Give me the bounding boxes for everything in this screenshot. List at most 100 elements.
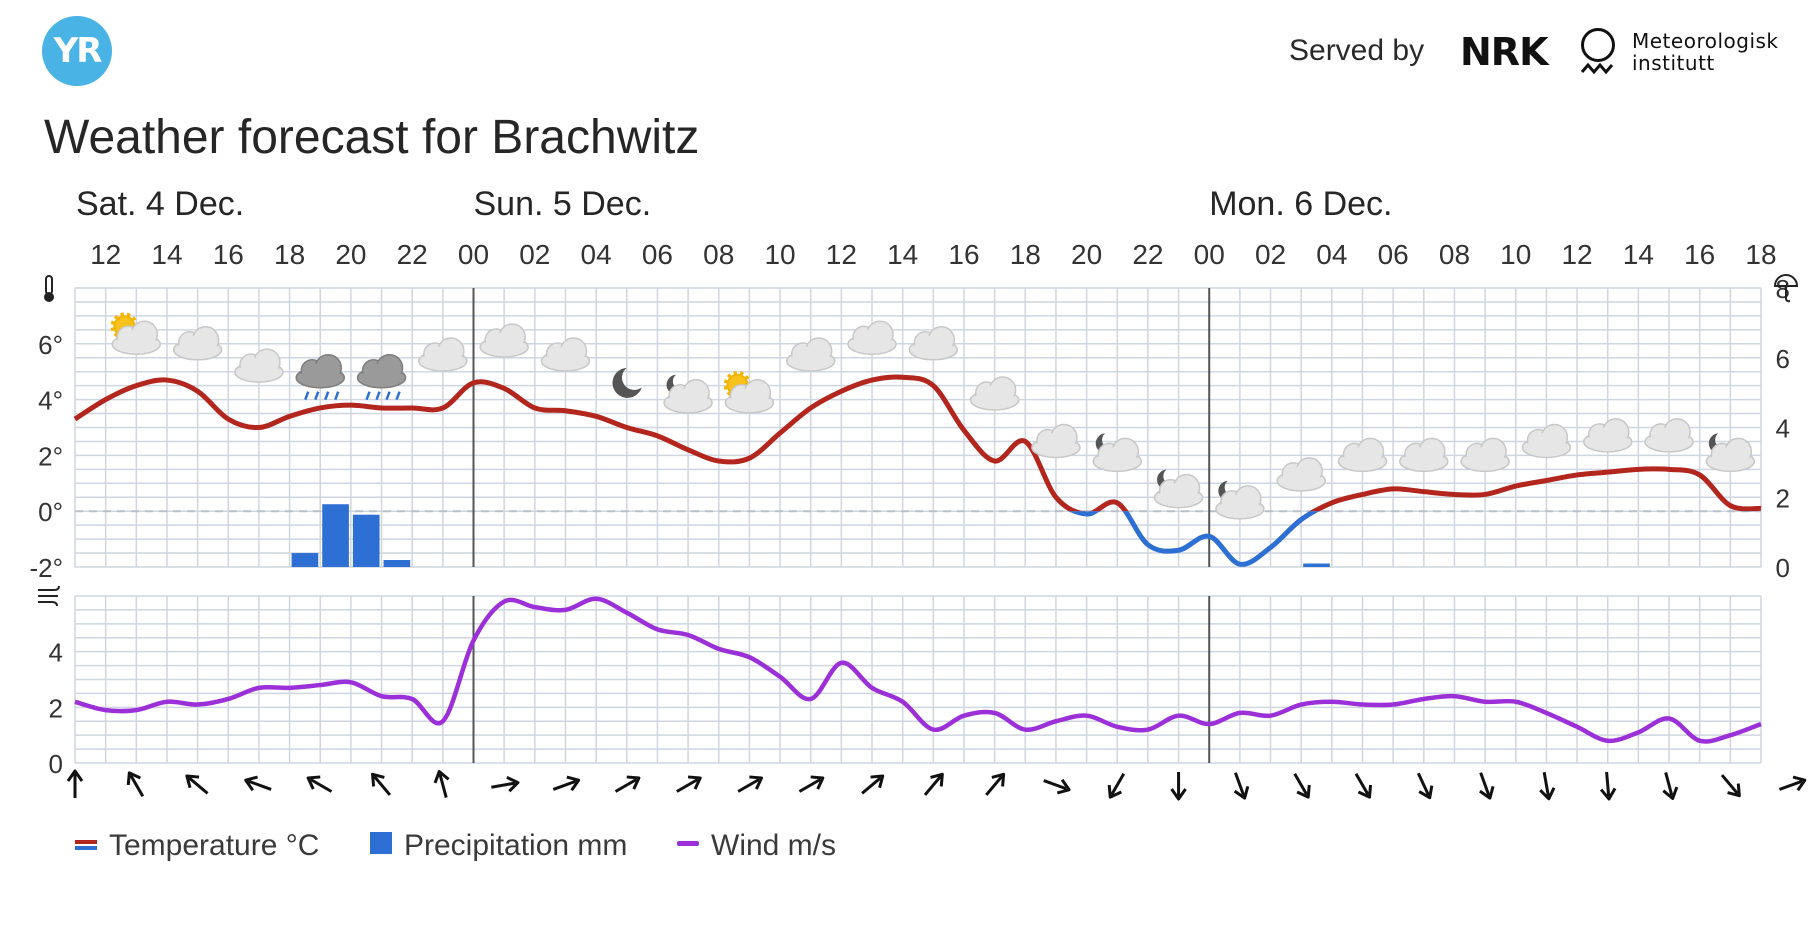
- cloudy-icon: [1399, 437, 1449, 473]
- met-logo-wave-icon: [1580, 62, 1614, 75]
- precipitation-tick-label: 0: [1776, 553, 1790, 583]
- legend-swatch-temperature: [75, 840, 97, 850]
- hour-tick-label: 08: [703, 239, 734, 270]
- precipitation-bar: [322, 504, 349, 567]
- wind-direction-arrow: [1233, 772, 1250, 800]
- hour-tick-label: 18: [274, 239, 305, 270]
- wind-direction-arrow: [1539, 771, 1556, 801]
- hour-tick-label: 16: [948, 239, 979, 270]
- precipitation-bar: [383, 560, 411, 567]
- partly-cloudy-night-icon: [1092, 433, 1143, 473]
- cloudy-icon: [1337, 437, 1388, 473]
- cloudy-icon: [1521, 423, 1572, 459]
- wind-direction-arrow: [1720, 774, 1741, 798]
- partly-cloudy-night-icon: [1705, 433, 1756, 473]
- hour-tick-label: 12: [1561, 239, 1592, 270]
- wind-direction-arrow: [861, 774, 885, 795]
- wind-direction-arrow: [1599, 771, 1617, 801]
- rain-cloud-icon: [295, 353, 345, 401]
- wind-tick-label: 0: [49, 749, 63, 779]
- wind-direction-arrow: [66, 769, 84, 798]
- page-title: Weather forecast for Brachwitz: [44, 111, 700, 164]
- wind-direction-arrow: [1354, 772, 1373, 799]
- precipitation-tick-label: 6: [1776, 344, 1790, 374]
- clear-night-icon: [612, 367, 642, 398]
- hour-tick-label: 00: [1194, 239, 1225, 270]
- thermometer-icon: [44, 275, 54, 302]
- rain-cloud-icon: [356, 353, 407, 401]
- met-logo[interactable]: Meteorologisk institutt: [1632, 30, 1779, 74]
- cloudy-icon: [1031, 423, 1081, 459]
- hour-tick-label: 08: [1439, 239, 1470, 270]
- precipitation-bar: [352, 514, 380, 567]
- wind-direction-arrow: [1416, 772, 1434, 800]
- precipitation-bar: [291, 553, 319, 567]
- temperature-tick-label: 2°: [38, 441, 63, 471]
- served-by-label: Served by: [1289, 34, 1425, 67]
- precipitation-tick-label: 2: [1776, 483, 1790, 513]
- cloudy-icon: [1644, 418, 1694, 453]
- partly-cloudy-day-icon: [110, 312, 162, 355]
- wind-direction-arrow: [798, 775, 825, 793]
- wind-direction-arrow: [985, 772, 1006, 796]
- wind-direction-arrow: [1662, 772, 1679, 801]
- legend-label-wind: Wind m/s: [711, 829, 836, 862]
- cloudy-icon: [234, 348, 284, 383]
- precipitation-tick-label: 4: [1776, 414, 1790, 444]
- wind-direction-arrow: [1107, 772, 1126, 799]
- cloudy-icon: [172, 326, 223, 361]
- wind-direction-arrow: [244, 775, 272, 792]
- hour-tick-label: 18: [1010, 239, 1041, 270]
- legend-swatch-precipitation: [370, 832, 392, 854]
- wind-direction-arrow: [1043, 778, 1071, 795]
- wind-tick-label: 4: [49, 638, 63, 668]
- met-logo-circle-icon: [1581, 28, 1615, 62]
- wind-line: [74, 596, 1762, 744]
- hour-tick-label: 18: [1745, 239, 1776, 270]
- yr-logo-text: YR: [53, 31, 103, 71]
- wind-direction-arrow: [614, 775, 641, 793]
- hour-tick-label: 14: [1623, 239, 1654, 270]
- wind-direction-arrow: [1293, 772, 1311, 799]
- precipitation-bar: [1303, 563, 1330, 567]
- wind-icon: [38, 585, 60, 607]
- cloudy-icon: [418, 337, 468, 372]
- legend-label-temperature: Temperature °C: [109, 829, 319, 862]
- cloudy-icon: [1582, 418, 1633, 453]
- day-label: Sat. 4 Dec.: [76, 185, 244, 223]
- cloudy-icon: [479, 323, 529, 358]
- day-label: Sun. 5 Dec.: [474, 185, 652, 223]
- nrk-logo[interactable]: NRK: [1460, 30, 1549, 74]
- yr-logo[interactable]: YR: [42, 16, 112, 86]
- hour-tick-label: 04: [1316, 239, 1347, 270]
- hour-tick-label: 02: [519, 239, 550, 270]
- wind-direction-arrow: [126, 771, 145, 798]
- hour-tick-label: 20: [1071, 239, 1102, 270]
- hour-tick-label: 22: [1132, 239, 1163, 270]
- hour-tick-label: 22: [397, 239, 428, 270]
- legend-swatch-wind: [677, 841, 699, 846]
- hour-tick-label: 02: [1255, 239, 1286, 270]
- hour-tick-label: 14: [151, 239, 182, 270]
- cloudy-icon: [969, 376, 1020, 411]
- met-logo-line2: institutt: [1632, 51, 1715, 75]
- hour-tick-label: 16: [213, 239, 244, 270]
- temperature-tick-label: -2°: [29, 553, 63, 583]
- partly-cloudy-night-icon: [1215, 480, 1265, 520]
- hour-tick-label: 12: [826, 239, 857, 270]
- hour-tick-label: 10: [1500, 239, 1531, 270]
- wind-direction-arrow: [923, 772, 944, 796]
- hour-tick-label: 10: [764, 239, 795, 270]
- hour-tick-label: 06: [1378, 239, 1409, 270]
- chart-legend: Temperature °C Precipitation mm Wind m/s: [75, 829, 836, 862]
- hour-tick-label: 20: [335, 239, 366, 270]
- cloudy-icon: [540, 337, 591, 372]
- wind-direction-arrow: [433, 769, 450, 798]
- wind-tick-label: 2: [49, 693, 63, 723]
- wind-direction-arrow: [552, 775, 581, 792]
- partly-cloudy-night-icon: [663, 374, 713, 414]
- partly-cloudy-night-icon: [1153, 469, 1204, 509]
- wind-direction-arrow: [185, 774, 209, 795]
- wind-direction-arrow: [676, 775, 702, 793]
- partly-cloudy-day-icon: [723, 371, 775, 414]
